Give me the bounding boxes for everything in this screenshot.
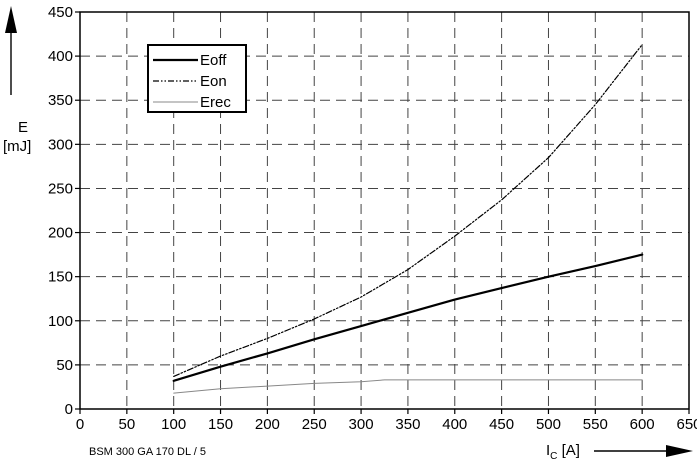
y-tick-label-400: 400 xyxy=(48,48,73,65)
x-tick-label-50: 50 xyxy=(119,416,136,433)
x-axis-label: IC [A] xyxy=(546,442,580,461)
x-tick-label-350: 350 xyxy=(395,416,420,433)
y-tick-label-450: 450 xyxy=(48,4,73,21)
x-tick-label-200: 200 xyxy=(255,416,280,433)
plot-frame xyxy=(79,11,690,410)
y-tick-label-0: 0 xyxy=(65,401,73,418)
x-tick-label-500: 500 xyxy=(536,416,561,433)
x-tick-label-250: 250 xyxy=(302,416,327,433)
x-axis-subscript: C xyxy=(550,451,557,461)
series-line-eoff xyxy=(172,253,644,382)
legend-erec-label: Erec xyxy=(200,94,231,111)
chart-footnote: BSM 300 GA 170 DL / 5 xyxy=(89,446,206,458)
series-line-erec xyxy=(173,379,643,394)
x-tick-label-450: 450 xyxy=(489,416,514,433)
x-axis-unit: [A] xyxy=(562,442,580,459)
x-tick-label-300: 300 xyxy=(349,416,374,433)
x-tick-label-100: 100 xyxy=(161,416,186,433)
x-tick-label-150: 150 xyxy=(208,416,233,433)
series-line-eon xyxy=(173,43,643,377)
x-tick-label-0: 0 xyxy=(76,416,84,433)
y-tick-label-100: 100 xyxy=(48,313,73,330)
x-axis-arrow xyxy=(594,445,693,457)
y-tick-label-50: 50 xyxy=(56,357,73,374)
y-tick-label-350: 350 xyxy=(48,92,73,109)
y-tick-label-200: 200 xyxy=(48,225,73,242)
legend-eon-label: Eon xyxy=(200,73,227,90)
y-tick-label-300: 300 xyxy=(48,136,73,153)
y-tick-label-250: 250 xyxy=(48,180,73,197)
y-axis-arrow xyxy=(5,6,17,95)
legend: Eoff Eon Erec xyxy=(147,44,247,113)
x-axis-symbol: I xyxy=(546,442,550,459)
legend-box xyxy=(147,44,247,113)
y-axis-symbol: E xyxy=(18,119,28,136)
y-tick-label-150: 150 xyxy=(48,269,73,286)
axis-ticks: 0 50 100 150 200 250 300 350 400 450 500 550 600 650 0… xyxy=(48,4,697,433)
data-series xyxy=(172,43,644,394)
x-tick-label-550: 550 xyxy=(583,416,608,433)
x-tick-label-400: 400 xyxy=(442,416,467,433)
x-tick-label-650: 650 xyxy=(676,416,697,433)
x-tick-label-600: 600 xyxy=(630,416,655,433)
legend-eoff-label: Eoff xyxy=(200,52,227,69)
y-axis-unit: [mJ] xyxy=(3,138,31,155)
